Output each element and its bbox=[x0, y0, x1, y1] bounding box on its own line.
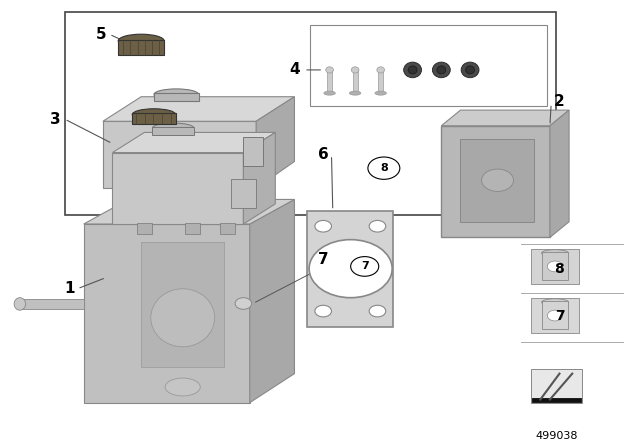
Text: 8: 8 bbox=[555, 262, 564, 276]
Circle shape bbox=[235, 297, 252, 309]
Polygon shape bbox=[113, 133, 275, 152]
Text: 3: 3 bbox=[50, 112, 60, 126]
Ellipse shape bbox=[541, 299, 568, 306]
Bar bbox=[353, 70, 358, 95]
Polygon shape bbox=[243, 137, 262, 166]
Text: 8: 8 bbox=[380, 163, 388, 173]
Text: 2: 2 bbox=[554, 94, 565, 109]
Circle shape bbox=[368, 157, 400, 179]
Circle shape bbox=[369, 305, 386, 317]
Bar bbox=[118, 39, 164, 55]
Circle shape bbox=[309, 240, 392, 297]
Circle shape bbox=[481, 169, 513, 191]
Bar bbox=[541, 301, 568, 329]
Bar bbox=[310, 25, 547, 106]
Bar bbox=[137, 223, 152, 234]
Polygon shape bbox=[243, 133, 275, 224]
Ellipse shape bbox=[541, 250, 568, 256]
Bar bbox=[152, 127, 193, 135]
Polygon shape bbox=[531, 369, 582, 403]
Ellipse shape bbox=[132, 109, 175, 121]
Circle shape bbox=[547, 261, 563, 272]
Polygon shape bbox=[103, 97, 294, 121]
Ellipse shape bbox=[375, 91, 387, 95]
Circle shape bbox=[369, 220, 386, 232]
Bar bbox=[178, 187, 193, 199]
Ellipse shape bbox=[408, 66, 417, 74]
Polygon shape bbox=[103, 121, 256, 188]
Bar bbox=[132, 113, 175, 124]
Ellipse shape bbox=[165, 378, 200, 396]
Ellipse shape bbox=[14, 297, 26, 310]
Bar bbox=[65, 12, 556, 215]
Ellipse shape bbox=[152, 123, 194, 133]
Polygon shape bbox=[84, 224, 250, 403]
Ellipse shape bbox=[437, 66, 446, 74]
Ellipse shape bbox=[404, 62, 422, 78]
Bar bbox=[220, 223, 235, 234]
Polygon shape bbox=[113, 152, 243, 224]
Polygon shape bbox=[84, 199, 294, 224]
Polygon shape bbox=[256, 97, 294, 188]
Text: 499038: 499038 bbox=[535, 431, 577, 440]
Polygon shape bbox=[250, 199, 294, 403]
Bar bbox=[541, 252, 568, 280]
Text: 7: 7 bbox=[318, 252, 328, 267]
Circle shape bbox=[315, 220, 332, 232]
Ellipse shape bbox=[154, 89, 198, 100]
Ellipse shape bbox=[118, 34, 164, 47]
Text: 5: 5 bbox=[96, 27, 107, 42]
Circle shape bbox=[351, 257, 379, 276]
Text: 1: 1 bbox=[65, 281, 75, 296]
Text: 4: 4 bbox=[289, 62, 300, 78]
Polygon shape bbox=[531, 297, 579, 333]
Polygon shape bbox=[442, 110, 569, 126]
Bar bbox=[154, 93, 198, 101]
Circle shape bbox=[547, 310, 563, 321]
Bar bbox=[184, 223, 200, 234]
Ellipse shape bbox=[324, 91, 335, 95]
Bar bbox=[121, 187, 136, 199]
Polygon shape bbox=[442, 126, 550, 237]
Bar bbox=[20, 299, 84, 309]
Bar bbox=[216, 187, 232, 199]
Ellipse shape bbox=[351, 67, 359, 73]
Polygon shape bbox=[230, 179, 256, 208]
Ellipse shape bbox=[151, 289, 214, 347]
Text: 7: 7 bbox=[361, 262, 369, 271]
Circle shape bbox=[315, 305, 332, 317]
Bar bbox=[461, 139, 534, 222]
Polygon shape bbox=[550, 110, 569, 237]
Bar bbox=[378, 70, 383, 95]
Polygon shape bbox=[307, 211, 394, 327]
Ellipse shape bbox=[433, 62, 451, 78]
Text: 7: 7 bbox=[555, 309, 564, 323]
Ellipse shape bbox=[466, 66, 474, 74]
Ellipse shape bbox=[377, 67, 385, 73]
Polygon shape bbox=[531, 249, 579, 284]
Bar bbox=[327, 70, 332, 95]
Ellipse shape bbox=[349, 91, 361, 95]
Text: 6: 6 bbox=[318, 147, 328, 162]
Ellipse shape bbox=[326, 67, 333, 73]
Ellipse shape bbox=[461, 62, 479, 78]
Polygon shape bbox=[141, 242, 224, 367]
